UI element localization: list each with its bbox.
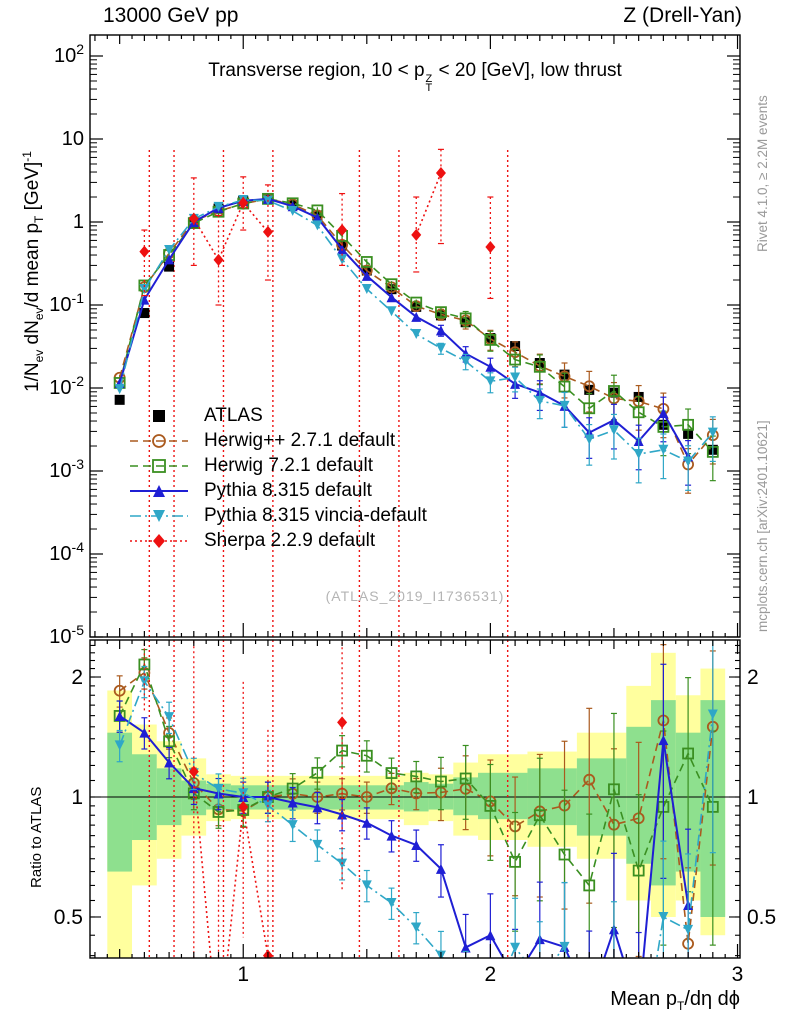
legend-marker-herwig7 <box>130 458 188 473</box>
svg-text:1: 1 <box>747 786 759 809</box>
legend-label: Pythia 8.315 vincia-default <box>204 504 427 526</box>
legend-item-herwigpp: Herwig++ 2.7.1 default <box>128 428 427 453</box>
legend: ATLAS Herwig++ 2.7.1 default Herwig 7.2.… <box>128 403 427 553</box>
legend-item-pythia-vincia: Pythia 8.315 vincia-default <box>128 503 427 528</box>
svg-text:10-5: 10-5 <box>49 622 84 648</box>
legend-item-sherpa: Sherpa 2.2.9 default <box>128 528 427 553</box>
svg-text:10-1: 10-1 <box>49 290 84 316</box>
main-y-axis-label: 1/Nev dNev/d mean pT [GeV]-1 <box>20 151 46 392</box>
svg-text:10: 10 <box>62 128 84 150</box>
svg-text:1: 1 <box>73 211 84 233</box>
process-label: Z (Drell-Yan) <box>623 4 742 27</box>
legend-marker-atlas <box>153 409 165 422</box>
legend-label: Herwig++ 2.7.1 default <box>204 429 396 451</box>
legend-marker-herwigpp <box>130 433 188 448</box>
legend-marker-pythia-vincia <box>130 509 188 522</box>
legend-item-pythia-default: Pythia 8.315 default <box>128 478 427 503</box>
legend-item-atlas: ATLAS <box>128 403 427 428</box>
legend-marker-pythia-default <box>130 484 188 497</box>
mcplots-arxiv-note: mcplots.cern.ch [arXiv:2401.10621] <box>755 420 770 632</box>
svg-text:1: 1 <box>237 963 249 986</box>
svg-text:10-4: 10-4 <box>49 539 84 565</box>
legend-label: Pythia 8.315 default <box>204 479 372 501</box>
svg-text:10-3: 10-3 <box>49 456 84 482</box>
rivet-version-note: Rivet 4.1.0, ≥ 2.2M events <box>755 95 770 252</box>
svg-text:0.5: 0.5 <box>747 906 776 929</box>
x-axis-label: Mean pT/dη dϕ <box>610 988 740 1013</box>
analysis-watermark: (ATLAS_2019_I1736531) <box>325 588 505 604</box>
svg-text:102: 102 <box>54 41 84 67</box>
svg-text:2: 2 <box>747 666 759 689</box>
legend-label: Herwig 7.2.1 default <box>204 454 373 476</box>
legend-label: ATLAS <box>204 404 263 426</box>
svg-text:3: 3 <box>732 963 744 986</box>
svg-text:2: 2 <box>485 963 497 986</box>
ratio-y-axis-label: Ratio to ATLAS <box>28 786 45 888</box>
legend-label: Sherpa 2.2.9 default <box>204 529 376 551</box>
svg-text:10-2: 10-2 <box>49 373 84 399</box>
svg-text:2: 2 <box>71 666 83 689</box>
beam-energy-label: 13000 GeV pp <box>103 4 239 27</box>
svg-text:1: 1 <box>71 786 83 809</box>
legend-marker-sherpa <box>130 533 188 548</box>
legend-item-herwig7: Herwig 7.2.1 default <box>128 453 427 478</box>
svg-text:0.5: 0.5 <box>54 906 83 929</box>
